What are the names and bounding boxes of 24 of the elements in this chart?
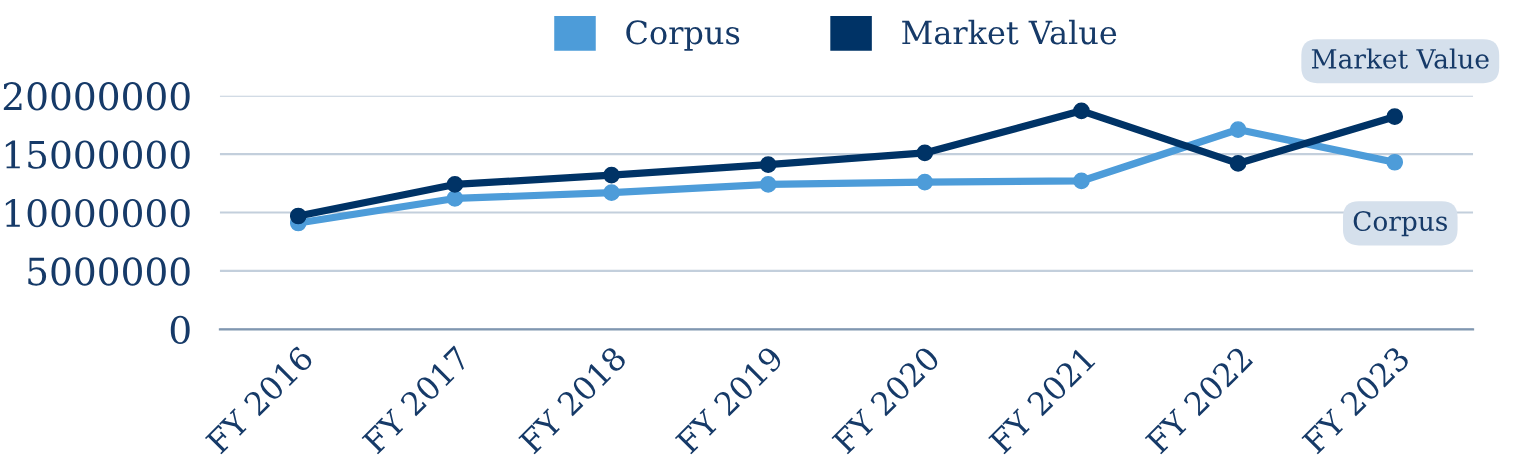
point — [1386, 108, 1404, 126]
point — [446, 176, 464, 193]
y-tick-label: 5000000 — [28, 257, 190, 286]
y-tick-label: 0 — [170, 315, 190, 345]
y-tick-label: 20000000 — [3, 82, 190, 111]
point — [916, 144, 934, 162]
point — [759, 156, 777, 173]
legend-label: Corpus — [626, 20, 740, 51]
y-tick-label: 10000000 — [5, 198, 190, 228]
point — [603, 166, 620, 184]
point — [1073, 172, 1090, 190]
point — [1386, 153, 1404, 171]
legend-label: Market Value — [902, 19, 1117, 45]
point — [1229, 121, 1247, 138]
annotation: Corpus — [1353, 211, 1447, 237]
y-tick-label: 15000000 — [5, 140, 190, 169]
point — [759, 176, 777, 193]
point — [916, 173, 934, 191]
point — [1229, 155, 1247, 172]
point — [289, 207, 307, 225]
point — [446, 190, 464, 207]
point — [1073, 102, 1090, 120]
annotation: Market Value — [1311, 48, 1489, 69]
point — [603, 184, 620, 201]
